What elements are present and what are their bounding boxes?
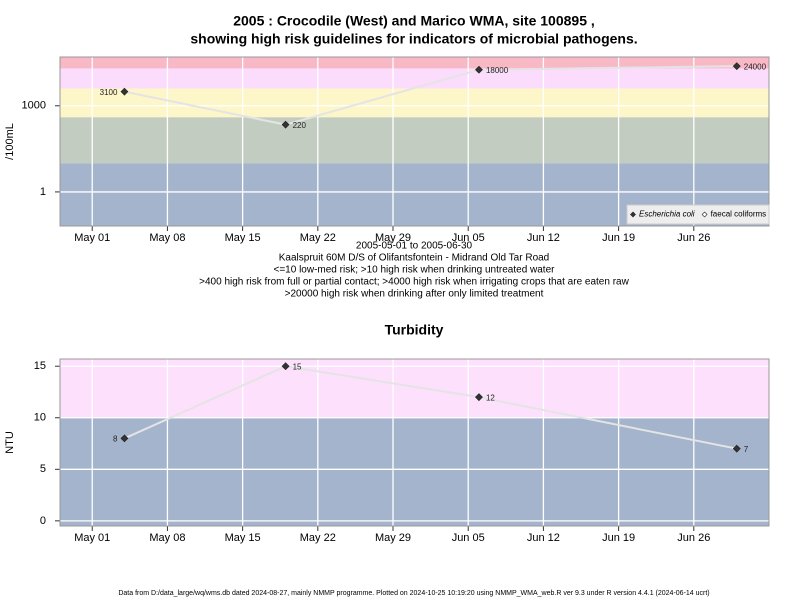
annotation: <=10 low-med risk; >10 high risk when dr… [274,265,556,276]
legend-box [626,204,770,225]
data-point [120,434,129,443]
risk-band [60,117,769,164]
y-tick-label: 10 [34,412,46,424]
x-tick-label: Jun 12 [527,232,560,244]
x-tick-label: May 15 [225,232,261,244]
data-point [281,362,290,371]
x-tick-label: Jun 19 [602,232,635,244]
value-label: 3100 [100,88,118,97]
value-label: 15 [293,362,302,371]
y-tick-label: 1000 [22,100,46,112]
plot-frame [59,56,770,227]
value-label: 12 [486,393,495,402]
value-label: 24000 [744,62,767,71]
x-tick-label: May 08 [149,232,185,244]
legend-marker [630,211,636,218]
legend-label: faecal coliforms [711,210,767,219]
annotation: >20000 high risk when drinking after onl… [285,289,544,300]
data-point [732,62,741,71]
x-tick-label: May 29 [375,532,411,544]
data-point [475,65,483,74]
y-tick-label: 5 [40,463,46,475]
annotation: >400 high risk from full or partial cont… [199,277,629,288]
footer: Data from D:/data_large/wq/wms.db dated … [118,590,709,597]
y-tick-label: 15 [34,360,46,372]
y-axis-label: /100mL [4,123,16,160]
x-tick-label: Jun 05 [452,532,485,544]
x-tick-label: Jun 05 [452,232,485,244]
value-label: 7 [744,445,749,454]
chart-title: showing high risk guidelines for indicat… [190,31,637,47]
series-line [124,65,737,126]
y-tick-label: 0 [40,515,46,527]
risk-band [60,88,769,118]
x-tick-label: Jun 19 [602,532,635,544]
data-point [475,393,483,402]
risk-band [60,359,769,418]
y-tick-label: 1 [40,186,46,198]
value-label: 8 [113,434,118,443]
x-tick-label: May 22 [300,232,336,244]
x-tick-label: May 15 [225,532,261,544]
chart-title: Turbidity [385,322,444,338]
value-label: 18000 [486,66,509,75]
x-tick-label: Jun 26 [677,232,710,244]
x-tick-label: Jun 26 [677,532,710,544]
annotation: 2005-05-01 to 2005-06-30 [356,241,473,252]
annotation: Kaalspruit 60M D/S of Olifantsfontein - … [279,253,550,264]
risk-band [60,417,769,526]
value-label: 220 [293,121,307,130]
x-tick-label: May 01 [74,532,110,544]
legend-marker [701,211,708,218]
series-line [124,365,737,450]
data-point [281,120,290,129]
data-point [732,444,741,453]
risk-band [60,68,769,89]
legend-label: Escherichia coli [639,210,695,219]
x-tick-label: Jun 12 [527,532,560,544]
chart-title: 2005 : Crocodile (West) and Marico WMA, … [233,13,595,29]
data-point [120,87,129,96]
x-tick-label: May 22 [300,532,336,544]
risk-band [60,57,769,69]
plot-frame [59,358,770,527]
x-tick-label: May 29 [375,232,411,244]
y-axis-label: NTU [4,431,16,454]
x-tick-label: May 01 [74,232,110,244]
x-tick-label: May 08 [149,532,185,544]
